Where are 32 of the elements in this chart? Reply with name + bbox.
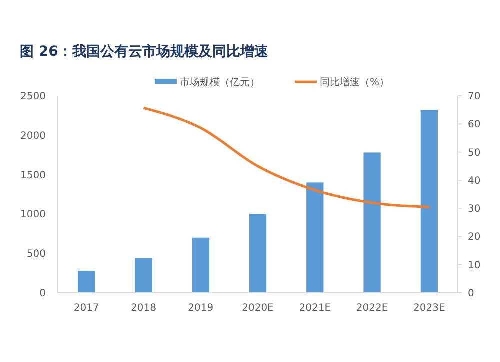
x-tick-label: 2017 bbox=[74, 303, 100, 314]
bar bbox=[306, 182, 324, 293]
bar bbox=[135, 258, 152, 293]
y-tick-label: 1000 bbox=[20, 210, 46, 221]
bar bbox=[192, 238, 210, 293]
x-tick-label: 2019 bbox=[188, 303, 214, 314]
y2-tick-label: 10 bbox=[468, 260, 481, 272]
y2-tick-label: 0 bbox=[468, 288, 474, 300]
x-tick-label: 2023E bbox=[414, 303, 446, 314]
line-series bbox=[142, 106, 431, 208]
y2-tick-label: 40 bbox=[468, 176, 481, 187]
chart-title: 图 26：我国公有云市场规模及同比增速 bbox=[20, 43, 270, 60]
legend-label: 市场规模（亿元） bbox=[180, 76, 260, 88]
bar bbox=[78, 270, 96, 293]
y-tick-label: 500 bbox=[26, 249, 46, 260]
y-tick-label: 2000 bbox=[20, 130, 46, 142]
y-tick-label: 0 bbox=[40, 288, 46, 300]
y-tick-label: 1500 bbox=[20, 170, 46, 182]
y2-tick-label: 60 bbox=[468, 120, 481, 131]
y2-tick-label: 70 bbox=[468, 92, 481, 102]
bar bbox=[364, 152, 381, 293]
x-tick-label: 2020E bbox=[242, 303, 274, 314]
legend-label: 同比增速（%） bbox=[320, 76, 390, 88]
y2-tick-label: 50 bbox=[468, 148, 481, 159]
x-tick-label: 2021E bbox=[299, 303, 332, 314]
y2-tick-label: 30 bbox=[468, 204, 481, 216]
bar bbox=[420, 110, 438, 293]
x-tick-label: 2022E bbox=[356, 303, 388, 314]
y2-tick-label: 20 bbox=[468, 232, 481, 244]
y-tick-label: 2500 bbox=[20, 92, 46, 102]
bar bbox=[249, 214, 267, 293]
x-tick-label: 2018 bbox=[130, 303, 156, 314]
